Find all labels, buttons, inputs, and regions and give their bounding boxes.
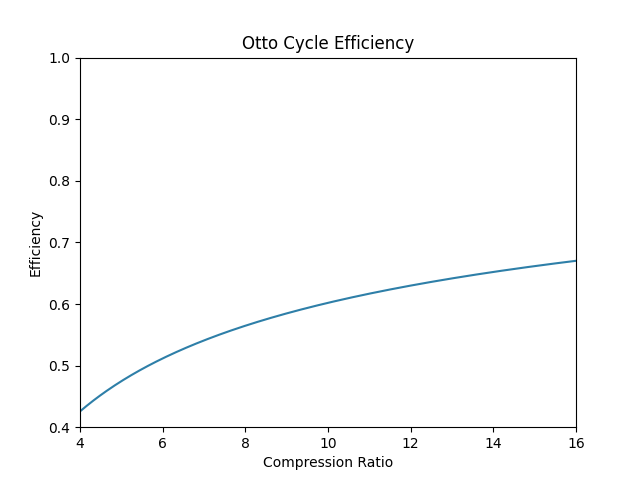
Title: Otto Cycle Efficiency: Otto Cycle Efficiency [242, 35, 414, 53]
Y-axis label: Efficiency: Efficiency [29, 209, 43, 276]
X-axis label: Compression Ratio: Compression Ratio [263, 456, 393, 470]
